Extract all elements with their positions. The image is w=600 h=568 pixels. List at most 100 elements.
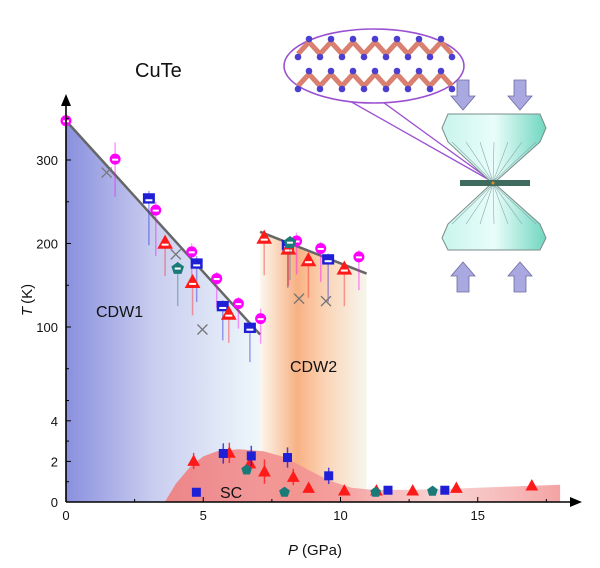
square-marker xyxy=(283,453,293,463)
y-tick-label: 100 xyxy=(36,320,58,335)
data-point-half-filled-triangle xyxy=(336,260,353,307)
data-point-filled-square xyxy=(440,485,450,495)
fit-line-cdw1 xyxy=(65,119,261,336)
chart-title: CuTe xyxy=(135,60,182,82)
data-point-filled-square xyxy=(191,487,201,497)
te-atom xyxy=(349,35,357,43)
triangle-marker xyxy=(449,481,463,493)
sample xyxy=(491,181,495,185)
y-tick-label: 2 xyxy=(51,454,58,469)
zoom-line xyxy=(379,99,494,183)
square-marker xyxy=(246,451,256,461)
marker-half-fill xyxy=(284,249,292,252)
region-label-cdw1: CDW1 xyxy=(96,304,143,321)
marker-half-fill xyxy=(246,328,254,331)
pressure-arrow-icon xyxy=(450,79,476,111)
marker-half-fill xyxy=(257,318,264,321)
marker-half-fill xyxy=(235,303,242,306)
marker-half-fill xyxy=(161,243,169,246)
marker-half-fill xyxy=(355,256,362,259)
data-point-half-filled-circle xyxy=(315,241,327,282)
y-axis-unit: (K) xyxy=(19,284,36,304)
square-marker xyxy=(190,258,203,269)
data-point-filled-square xyxy=(283,447,293,468)
te-atom xyxy=(393,67,401,75)
diamond-facet xyxy=(451,141,494,183)
x-axis-label: P (GPa) xyxy=(288,542,342,559)
data-points xyxy=(60,115,539,497)
y-tick-label: 0 xyxy=(51,495,58,510)
pressure-arrow-icon xyxy=(507,79,533,111)
te-atom xyxy=(437,67,445,75)
y-axis-arrow xyxy=(61,94,71,106)
x-tick-label: 5 xyxy=(200,508,207,523)
data-point-half-filled-square xyxy=(190,256,203,302)
te-atom xyxy=(305,35,313,43)
te-atom xyxy=(294,53,302,61)
square-marker xyxy=(383,485,393,495)
data-point-filled-triangle xyxy=(302,481,316,493)
data-point-cross xyxy=(101,167,113,178)
marker-half-fill xyxy=(340,269,348,272)
triangle-marker xyxy=(337,484,351,496)
fit-line-cdw2 xyxy=(259,230,368,275)
x-axis-unit: (GPa) xyxy=(302,542,342,559)
cross-marker xyxy=(293,293,305,305)
te-atom xyxy=(426,53,434,61)
x-tick-label: 10 xyxy=(333,508,347,523)
pentagon-marker xyxy=(427,485,438,496)
te-atom xyxy=(338,53,346,61)
te-atom xyxy=(404,53,412,61)
y-axis-label: T(K) xyxy=(19,284,36,316)
cross-marker xyxy=(101,167,113,178)
data-point-half-filled-triangle xyxy=(184,273,201,316)
data-point-filled-square xyxy=(246,445,256,467)
y-tick-label: 300 xyxy=(36,153,58,168)
data-point-filled-pentagon xyxy=(279,486,290,497)
marker-half-fill xyxy=(174,267,181,270)
data-point-half-filled-pentagon xyxy=(283,235,297,281)
te-atom xyxy=(349,67,357,75)
square-marker xyxy=(322,254,335,265)
marker-half-fill xyxy=(188,251,195,254)
y-axis-symbol: T xyxy=(19,305,36,316)
diamond-facet xyxy=(492,141,523,183)
axes: 0 5 10 15 0 2 4 100 200 300 xyxy=(36,94,582,523)
diamond-facet xyxy=(465,141,494,183)
diamond-facet xyxy=(492,183,495,225)
te-atom xyxy=(393,35,401,43)
pentagon-marker xyxy=(241,464,252,475)
diamond-facet xyxy=(451,183,494,225)
square-marker xyxy=(440,485,450,495)
te-atom xyxy=(316,53,324,61)
zoom-line xyxy=(347,99,494,183)
marker-half-fill xyxy=(304,261,312,264)
y-tick-label: 4 xyxy=(51,414,58,429)
diamond-facet xyxy=(492,183,509,225)
marker-half-fill xyxy=(189,282,197,285)
te-atom xyxy=(360,53,368,61)
data-point-half-filled-circle xyxy=(232,296,244,329)
data-point-filled-triangle xyxy=(286,468,300,486)
data-point-half-filled-triangle xyxy=(256,229,273,276)
te-atom xyxy=(327,35,335,43)
data-point-half-filled-circle xyxy=(109,142,121,197)
data-point-filled-triangle xyxy=(337,484,351,496)
data-point-half-filled-triangle xyxy=(300,252,317,298)
triangle-marker xyxy=(525,479,539,491)
te-atom xyxy=(448,85,456,93)
te-atom xyxy=(415,67,423,75)
region-cdw2 xyxy=(260,231,367,502)
data-point-half-filled-pentagon xyxy=(171,261,184,307)
marker-half-fill xyxy=(286,241,293,244)
marker-half-fill xyxy=(152,209,159,212)
te-atom xyxy=(305,67,313,75)
data-point-cross xyxy=(170,248,182,260)
data-point-filled-triangle xyxy=(258,459,271,484)
data-point-filled-pentagon xyxy=(427,485,438,496)
y-tick-label: 200 xyxy=(36,237,58,252)
marker-half-fill xyxy=(225,314,233,317)
triangle-marker xyxy=(406,484,420,496)
data-point-filled-pentagon xyxy=(241,464,252,475)
